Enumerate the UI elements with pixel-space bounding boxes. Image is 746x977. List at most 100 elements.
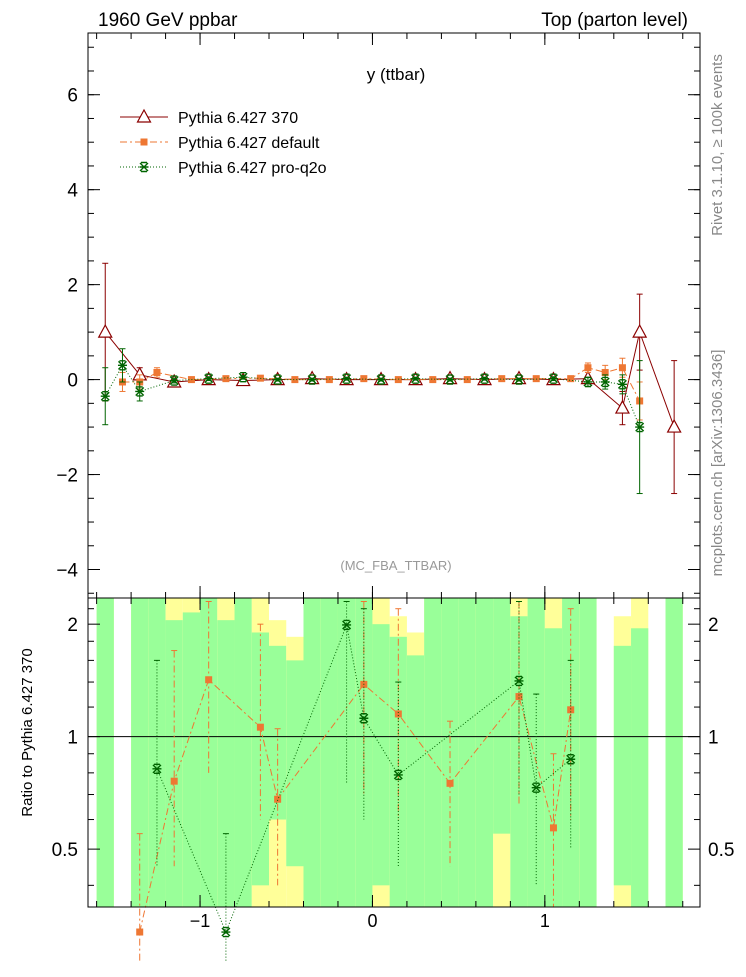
data-point [511, 370, 527, 385]
ratio-point [566, 754, 576, 765]
ratio-y-axis-label: Ratio to Pythia 6.427 370 [19, 648, 36, 816]
data-point [632, 323, 648, 338]
y-tick-label: −2 [56, 466, 78, 487]
ratio-point [515, 693, 523, 701]
ratio-point [170, 777, 178, 785]
ratio-point [567, 706, 575, 714]
legend-marker [140, 138, 148, 146]
ratio-point [136, 928, 144, 936]
y-tick-label: 6 [67, 86, 78, 107]
series-line [104, 364, 641, 428]
green-band [579, 598, 597, 907]
data-point [600, 376, 610, 388]
x-tick-label: 1 [540, 911, 550, 931]
green-band [337, 598, 356, 907]
data-point [583, 376, 593, 388]
data-point [442, 370, 458, 385]
green-band [234, 598, 252, 907]
y-tick-label: 2 [67, 615, 78, 636]
y-tick-label: 1 [67, 728, 78, 749]
green-band [217, 620, 235, 907]
data-point [117, 360, 127, 371]
green-band [372, 624, 390, 886]
ratio-point [514, 675, 524, 687]
data-point [584, 364, 592, 372]
green-band [493, 598, 511, 834]
data-point [618, 364, 626, 372]
y-tick-label-right: 2 [708, 615, 719, 636]
ratio-point [221, 926, 231, 938]
series-1 [118, 357, 644, 421]
header-right: Top (parton level) [541, 10, 688, 31]
data-point [204, 373, 214, 384]
data-point [291, 376, 299, 384]
data-point [100, 391, 110, 402]
green-band [182, 612, 201, 907]
data-point [342, 373, 352, 384]
green-band [475, 598, 494, 907]
green-band [251, 632, 270, 886]
rivet-label: Rivet 3.1.10, ≥ 100k events [709, 54, 726, 236]
ratio-point [359, 713, 369, 724]
green-band [458, 598, 476, 907]
data-point [153, 368, 161, 376]
plot-frame [87, 597, 701, 908]
y-tick-label: 0.5 [52, 840, 78, 861]
legend-label: Pythia 6.427 370 [178, 110, 298, 127]
green-band [165, 620, 183, 907]
data-point [411, 373, 421, 384]
y-tick-label: 4 [67, 181, 78, 202]
data-point [601, 368, 609, 376]
data-point [617, 379, 627, 390]
data-point [614, 399, 630, 414]
data-point [135, 386, 145, 397]
green-band [544, 628, 563, 907]
legend-label: Pythia 6.427 pro-q2o [178, 160, 327, 177]
data-point [548, 373, 558, 384]
watermark: (MC_FBA_TTBAR) [340, 558, 451, 573]
ratio-point [531, 782, 541, 793]
green-band [424, 598, 442, 907]
ratio-point [549, 824, 557, 832]
data-point [97, 323, 113, 338]
mcplots-label: mcplots.cern.ch [arXiv:1306.3436] [709, 350, 726, 577]
ratio-plot: −1 0 1 0.5 0.5 1 1 2 2 Ratio to Pythia 6.427 370 [19, 597, 734, 962]
ratio-line [139, 678, 572, 933]
data-point [169, 375, 179, 386]
green-band [286, 660, 304, 867]
ratio-point [394, 710, 402, 718]
green-band [303, 598, 321, 907]
data-point [429, 376, 437, 384]
data-point [307, 374, 317, 385]
series-2 [100, 348, 645, 495]
green-band [389, 636, 407, 907]
y-tick-label-right: 0.5 [708, 840, 734, 861]
y-tick-label-right: 1 [708, 728, 719, 749]
chart-title: y (ttbar) [367, 65, 426, 84]
data-point [666, 418, 682, 433]
data-point [480, 373, 490, 384]
ratio-point [274, 795, 282, 803]
uncertainty-bands [96, 598, 683, 907]
green-band [631, 628, 649, 907]
data-point [273, 374, 283, 385]
ratio-point [342, 619, 352, 631]
ratio-point [152, 763, 162, 775]
legend-label: Pythia 6.427 default [178, 135, 320, 152]
data-point [635, 421, 645, 433]
green-band [406, 655, 425, 907]
data-point [445, 374, 455, 385]
data-point [514, 374, 524, 385]
x-tick-label: −1 [190, 911, 211, 931]
green-band [613, 645, 632, 886]
data-point [222, 375, 230, 383]
header-left: 1960 GeV ppbar [98, 10, 238, 31]
ratio-point [205, 676, 213, 684]
data-point [567, 375, 575, 383]
ratio-point [446, 779, 454, 787]
green-band [131, 598, 149, 907]
data-point [304, 370, 320, 385]
y-tick-label: 0 [67, 371, 78, 392]
ratio-point [256, 723, 264, 731]
green-band [562, 598, 580, 907]
